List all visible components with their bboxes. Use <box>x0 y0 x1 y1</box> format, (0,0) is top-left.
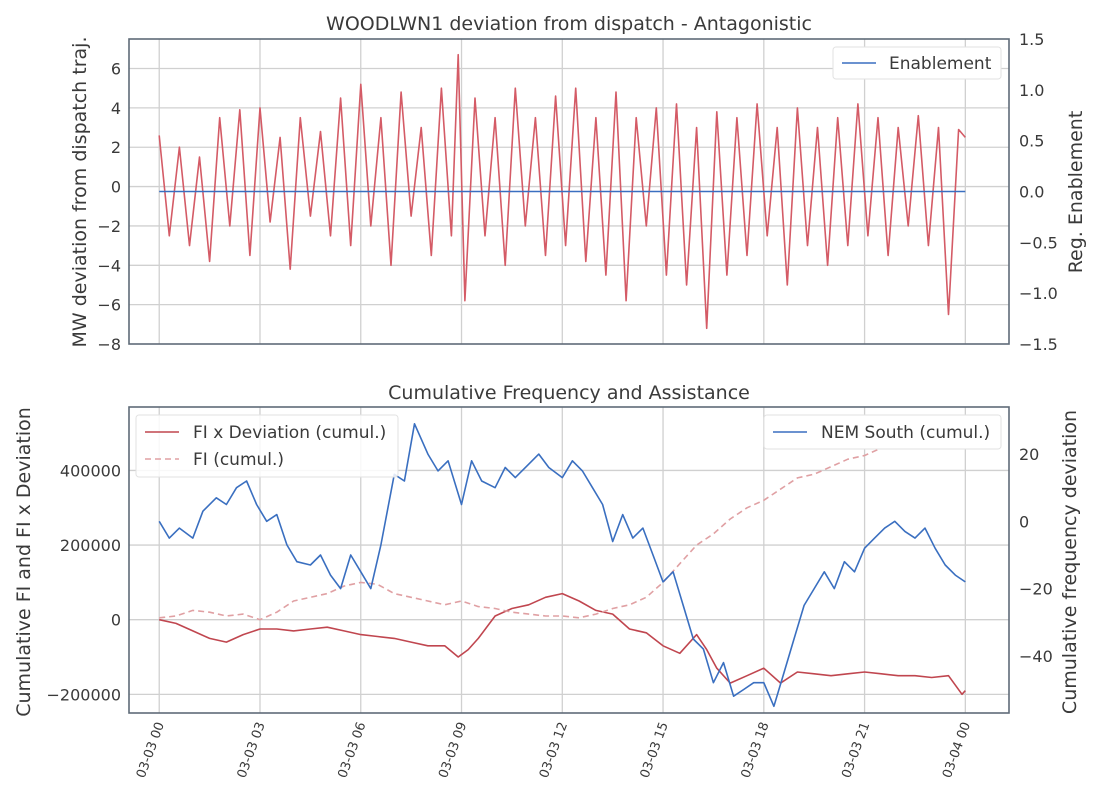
bottom-y-tick-label: 400000 <box>60 461 121 480</box>
top-y-tick-label-right: −0.5 <box>1019 233 1058 252</box>
bottom-y-label: Cumulative FI and FI x Deviation <box>13 407 35 717</box>
top-y-tick-label-right: −1.0 <box>1019 284 1058 303</box>
bottom-x-tick-label: 03-03 03 <box>235 720 269 780</box>
bottom-series-line-0 <box>159 592 966 696</box>
bottom-x-tick-label: 03-04 00 <box>940 720 974 780</box>
top-legend-label-enablement: Enablement <box>889 54 992 74</box>
bottom-legend-label-fi: FI (cumul.) <box>193 450 284 470</box>
top-y-tick-label-right: 1.0 <box>1019 81 1044 100</box>
bottom-legend-right-box <box>763 414 1002 450</box>
bottom-x-ticks: 03-03 00 03-03 03 03-03 06 03-03 09 03-03 12… <box>134 720 974 780</box>
top-y-ticks: −8 −6 −4 −2 0 2 4 6 <box>97 60 121 354</box>
bottom-x-tick-label: 03-03 09 <box>436 720 470 780</box>
bottom-title: Cumulative Frequency and Assistance <box>388 382 750 404</box>
bottom-y-label-right: Cumulative frequency deviation <box>1059 410 1081 714</box>
bottom-x-tick-label: 03-03 18 <box>738 720 772 780</box>
top-y-tick-label: −6 <box>97 296 121 315</box>
bottom-legend-right: NEM South (cumul.) <box>763 414 1002 450</box>
top-legend: Enablement <box>832 46 1002 80</box>
bottom-legend-label-nem-south: NEM South (cumul.) <box>821 423 990 443</box>
top-title: WOODLWN1 deviation from dispatch - Antag… <box>326 13 812 35</box>
bottom-y-tick-label-right: 20 <box>1019 445 1039 464</box>
top-plot-frame <box>128 38 1010 345</box>
bottom-panel: Cumulative Frequency and Assistance −200… <box>13 382 1081 780</box>
bottom-y-tick-label: 200000 <box>60 536 121 555</box>
bottom-x-tick-label: 03-03 00 <box>134 720 168 780</box>
bottom-plot-frame <box>128 406 1010 714</box>
bottom-series <box>158 423 966 708</box>
bottom-x-tick-label: 03-03 15 <box>638 720 672 780</box>
bottom-legend-left: FI x Deviation (cumul.) FI (cumul.) <box>135 414 399 478</box>
top-y-tick-label: 0 <box>111 178 121 197</box>
top-y-tick-label-right: 1.5 <box>1019 30 1044 49</box>
bottom-x-tick-label: 03-03 21 <box>839 720 873 780</box>
top-y-tick-label: 6 <box>111 60 121 79</box>
bottom-y-ticks-right: −40 −20 0 20 <box>1019 445 1053 666</box>
top-y-tick-label: 2 <box>111 138 121 157</box>
bottom-y-tick-label-right: −20 <box>1019 580 1053 599</box>
bottom-y-tick-label: −200000 <box>47 685 121 704</box>
top-y-tick-label-right: 0.0 <box>1019 183 1044 202</box>
top-series <box>158 53 966 330</box>
bottom-y-tick-label: 0 <box>111 611 121 630</box>
bottom-y-tick-label-right: −40 <box>1019 647 1053 666</box>
bottom-y-tick-label-right: 0 <box>1019 512 1029 531</box>
top-y-tick-label: −8 <box>97 335 121 354</box>
bottom-legend-label-fi-deviation: FI x Deviation (cumul.) <box>193 423 386 443</box>
top-panel: WOODLWN1 deviation from dispatch - Antag… <box>69 13 1087 354</box>
top-y-tick-label-right: 0.5 <box>1019 132 1044 151</box>
top-y-tick-label: 4 <box>111 99 121 118</box>
bottom-series-line-2 <box>158 423 966 708</box>
top-legend-box <box>832 46 1002 80</box>
top-y-ticks-right: −1.5 −1.0 −0.5 0.0 0.5 1.0 1.5 <box>1019 30 1058 354</box>
bottom-legend-left-box <box>135 414 399 478</box>
top-y-label-right: Reg. Enablement <box>1065 111 1087 274</box>
top-y-tick-label: −2 <box>97 217 121 236</box>
bottom-series-line-1 <box>159 424 949 621</box>
bottom-x-tick-label: 03-03 12 <box>537 720 571 780</box>
bottom-y-ticks: −200000 0 200000 400000 <box>47 461 121 704</box>
top-y-label: MW deviation from dispatch traj. <box>69 37 91 348</box>
bottom-x-tick-label: 03-03 06 <box>335 720 369 780</box>
top-y-tick-label: −4 <box>97 256 121 275</box>
top-y-tick-label-right: −1.5 <box>1019 335 1058 354</box>
